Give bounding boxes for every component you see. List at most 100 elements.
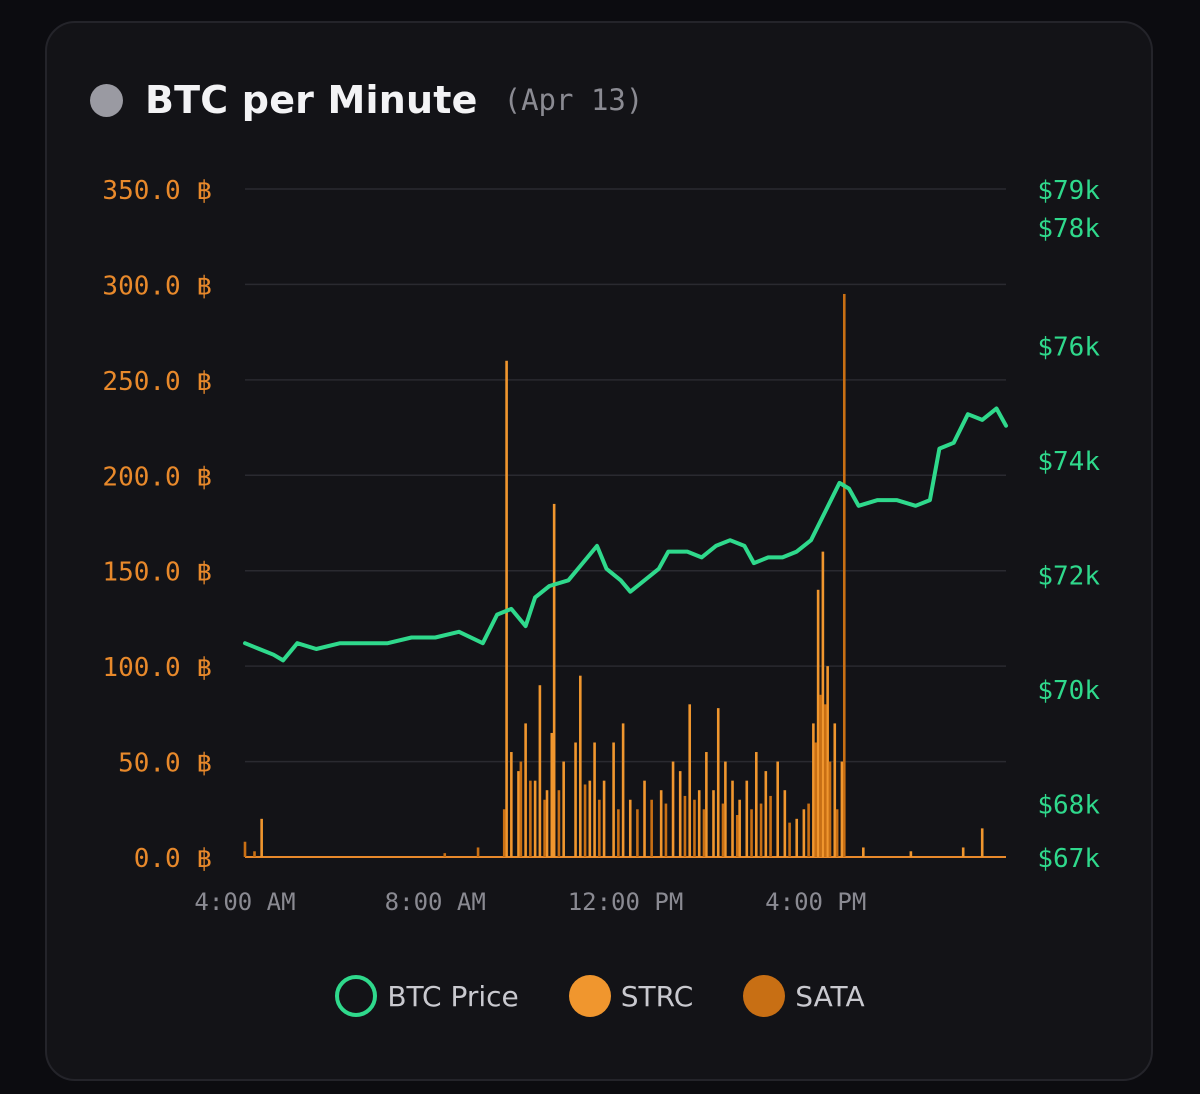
bar-strc <box>980 828 984 857</box>
bar-strc <box>579 675 582 857</box>
btc-price-point <box>433 636 437 640</box>
btc-price-point <box>481 641 485 645</box>
btc-price-point <box>643 578 647 582</box>
btc-price-point <box>728 538 732 542</box>
x-tick-label: 4:00 AM <box>194 888 295 916</box>
bar-strc <box>697 790 701 857</box>
legend-ring-icon <box>335 975 378 1017</box>
btc-price-point <box>581 561 585 565</box>
btc-price-point <box>809 538 813 542</box>
bar-strc <box>659 790 663 857</box>
bar-strc <box>612 742 615 857</box>
bar-sata <box>759 803 763 857</box>
bar-strc <box>688 704 692 857</box>
bar-sata <box>819 694 822 857</box>
legend-label: STRC <box>620 979 694 1013</box>
bar-strc <box>593 742 596 857</box>
bar-strc <box>833 723 837 857</box>
btc-price-point <box>742 544 746 548</box>
bar-strc <box>621 723 625 857</box>
bar-sata <box>253 851 256 857</box>
y-left-tick-label: 200.0 ฿ <box>102 462 212 492</box>
bar-strc <box>524 723 527 857</box>
legend-dot-icon <box>568 975 611 1017</box>
bar-strc <box>533 780 537 857</box>
bar-sata <box>828 761 832 857</box>
x-tick-label: 4:00 PM <box>765 888 866 916</box>
btc-price-point <box>994 406 998 410</box>
bar-sata <box>750 809 753 857</box>
bar-strc <box>812 723 815 857</box>
chart-date: (Apr 13) <box>503 83 644 117</box>
bar-sata <box>721 803 725 857</box>
btc-price-point <box>595 544 599 548</box>
bar-sata <box>557 790 561 857</box>
btc-price-point <box>533 595 537 599</box>
btc-price-point <box>524 624 528 628</box>
bar-strc <box>545 790 549 857</box>
legend-dot-icon <box>743 975 786 1017</box>
btc-price-point <box>628 590 632 594</box>
btc-price-point <box>847 487 851 491</box>
btc-price-point <box>895 498 899 502</box>
bar-strc <box>816 589 820 857</box>
btc-price-point <box>952 441 956 445</box>
chart-title: BTC per Minute <box>145 78 478 122</box>
y-left-tick-label: 350.0 ฿ <box>102 176 212 206</box>
btc-price-point <box>547 584 551 588</box>
status-dot-icon <box>90 83 123 117</box>
bar-sata <box>476 847 480 857</box>
bar-sata <box>502 809 506 857</box>
bar-strc <box>550 732 554 857</box>
btc-price-point <box>281 658 285 662</box>
bar-sata <box>835 809 839 857</box>
bar-strc <box>745 780 749 857</box>
bar-strc <box>738 799 741 857</box>
legend-item-strc[interactable]: STRC <box>568 975 694 1017</box>
bar-strc <box>826 666 829 857</box>
legend-item-btc-price[interactable]: BTC Price <box>335 975 519 1017</box>
bar-sata <box>583 784 587 857</box>
y-right-tick-label: $70k <box>1037 676 1100 706</box>
btc-price-point <box>766 555 770 559</box>
btc-price-point <box>752 561 756 565</box>
y-left-tick-label: 0.0 ฿ <box>134 844 212 874</box>
btc-price-point <box>685 550 689 554</box>
bar-sata <box>650 799 653 857</box>
btc-price-point <box>838 481 842 485</box>
bar-strc <box>783 790 787 857</box>
y-left-tick-label: 50.0 ฿ <box>118 749 212 779</box>
btc-price-point <box>243 641 247 645</box>
bar-strc <box>260 818 263 857</box>
bar-sata <box>735 815 739 857</box>
btc-price-point <box>257 647 261 651</box>
bar-sata <box>788 822 791 857</box>
bar-strc <box>643 780 646 857</box>
btc-price-point <box>937 447 941 451</box>
btc-price-point <box>272 653 276 657</box>
btc-price-point <box>876 498 880 502</box>
bar-strc <box>821 551 825 857</box>
bar-strc <box>802 809 806 857</box>
btc-price-point <box>1004 424 1008 428</box>
bar-strc <box>602 780 606 857</box>
bar-sata <box>842 293 846 857</box>
legend-item-sata[interactable]: SATA <box>743 975 865 1017</box>
bar-sata <box>702 809 706 857</box>
btc-price-point <box>338 641 342 645</box>
bar-strc <box>961 847 965 857</box>
bar-strc <box>724 761 727 857</box>
bar-strc <box>705 752 708 857</box>
bar-strc <box>517 771 520 857</box>
btc-price-point <box>823 510 827 514</box>
bar-sata <box>807 803 810 857</box>
bar-sata <box>823 704 827 857</box>
legend-label: SATA <box>795 979 865 1013</box>
btc-price-point <box>666 550 670 554</box>
btc-price-point <box>700 555 704 559</box>
btc-price-point <box>386 641 390 645</box>
btc-price-point <box>980 418 984 422</box>
bar-sata <box>769 795 772 857</box>
bar-sata <box>529 780 532 857</box>
